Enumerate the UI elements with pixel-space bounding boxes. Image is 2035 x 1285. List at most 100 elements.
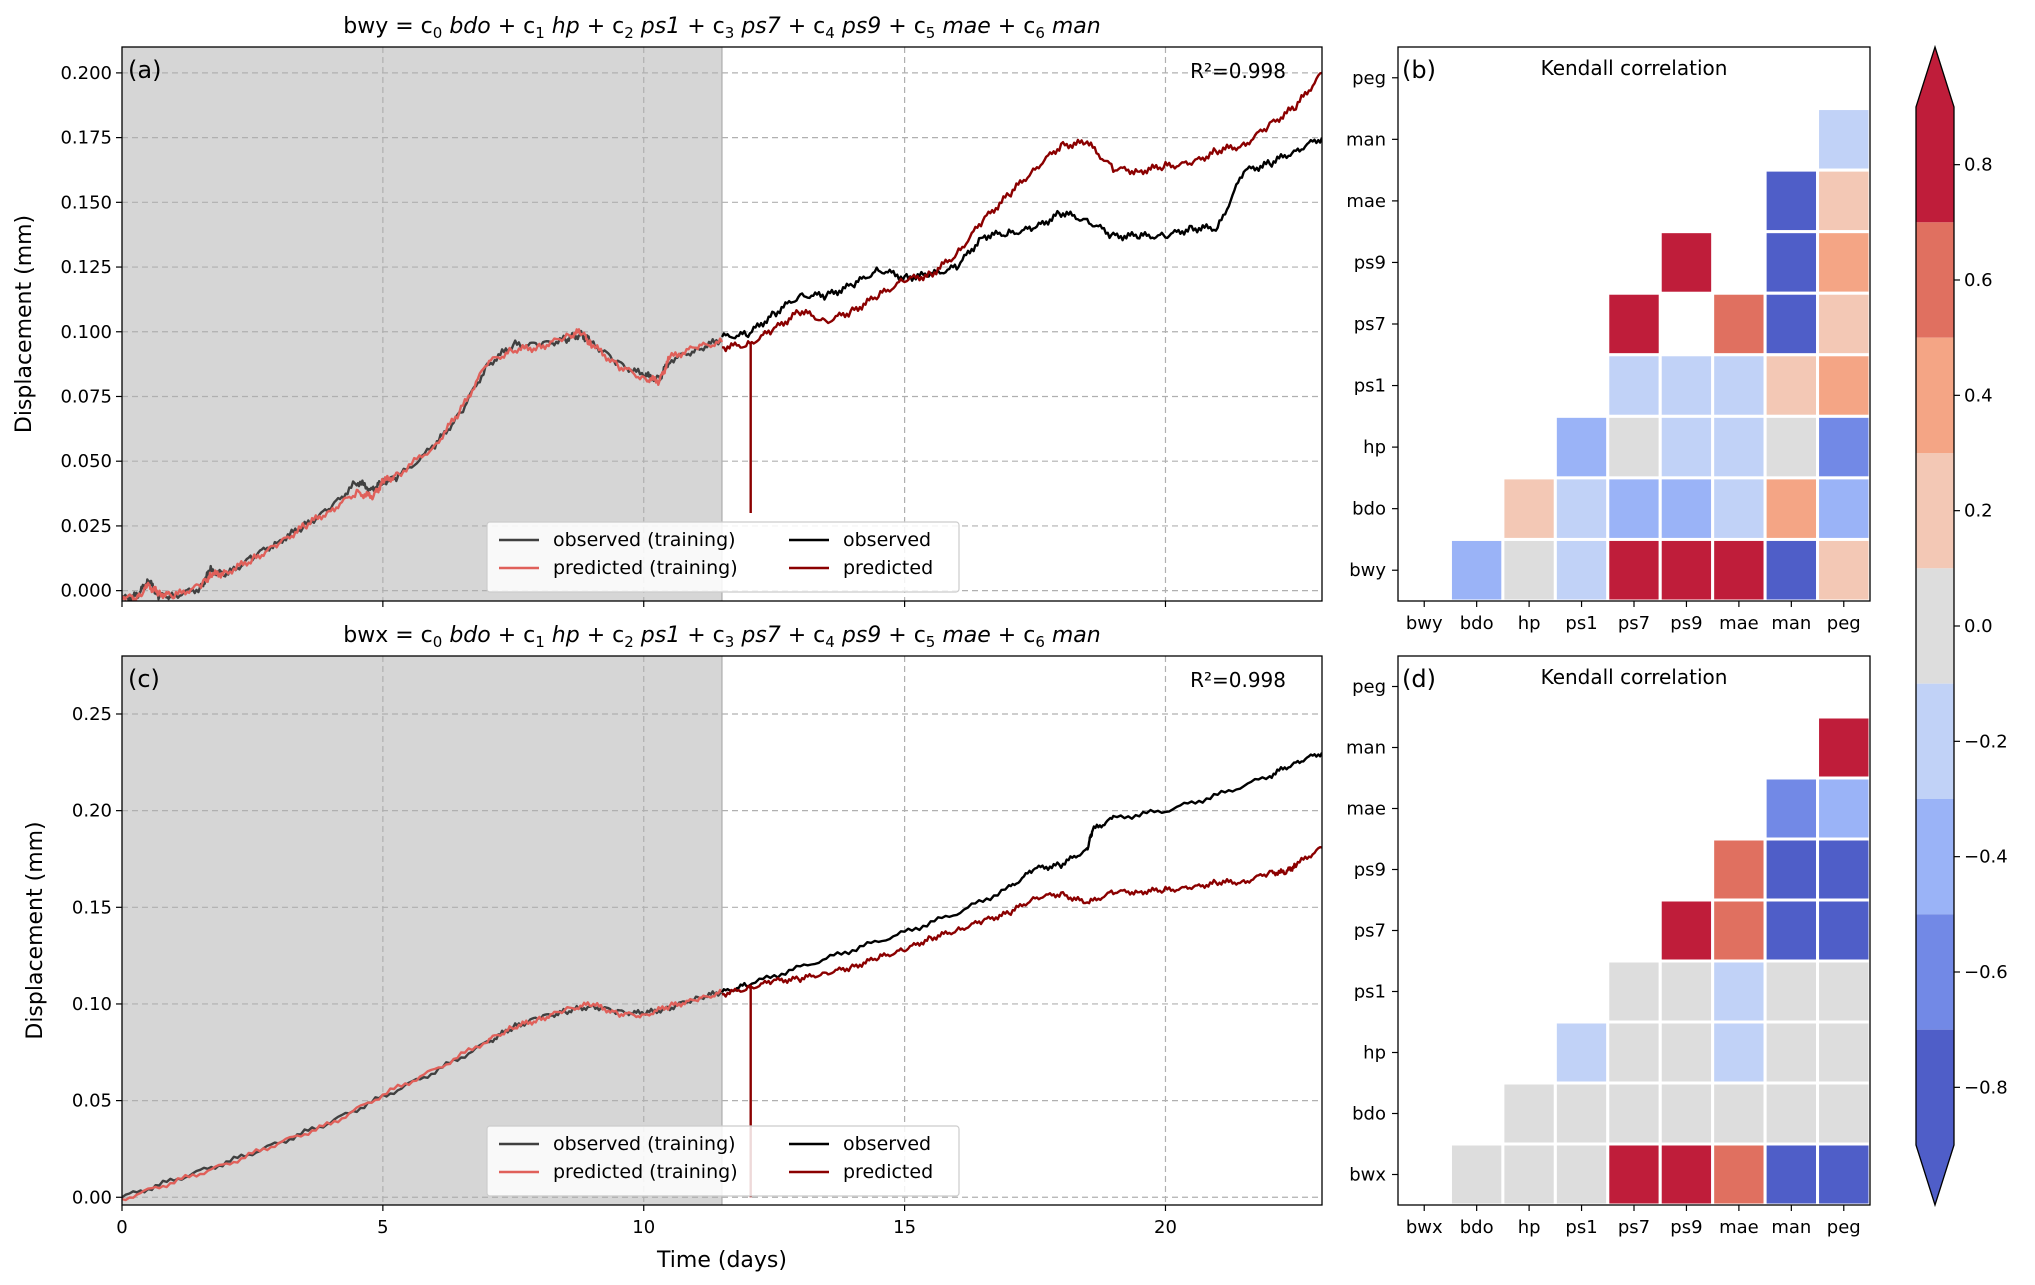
title-coef: c [612, 14, 624, 39]
title-space [935, 623, 942, 648]
y-tick-label: 0.050 [60, 451, 112, 472]
title-symbol: + [991, 623, 1023, 648]
row-label: bdo [1352, 1104, 1386, 1125]
heatmap-cell [1658, 1081, 1715, 1146]
title-symbol: + [680, 623, 712, 648]
col-label: mae [1719, 613, 1759, 634]
row-label: man [1346, 129, 1386, 150]
heatmap-cell [1553, 414, 1610, 480]
heatmap-cell [1763, 776, 1820, 841]
title-sub: 5 [926, 633, 936, 651]
col-label: hp [1518, 1217, 1541, 1238]
title-term: man [1052, 14, 1101, 39]
title-space [634, 623, 641, 648]
title-symbol: + [580, 623, 612, 648]
heatmap-cell [1763, 353, 1820, 418]
title-coef: c [813, 14, 825, 39]
y-tick-label: 0.150 [60, 192, 112, 213]
colorbar-extend-bottom [1916, 1145, 1954, 1205]
heatmap-cell [1658, 537, 1715, 603]
title-space [835, 623, 842, 648]
colorbar-tick-label: 0.4 [1964, 385, 1993, 406]
panel-title: bwy = c0 bdo + c1 hp + c2 ps1 + c3 ps7 +… [343, 14, 1100, 42]
title-coef: c [1023, 623, 1035, 648]
title-term: ps9 [841, 14, 881, 39]
title-space [545, 623, 552, 648]
heatmap-cell [1763, 168, 1820, 234]
heatmap-cell [1816, 959, 1872, 1024]
title-symbol: = [388, 14, 420, 39]
legend-label: observed (training) [553, 1133, 736, 1155]
title-term: ps1 [640, 623, 680, 648]
title-term: ps9 [841, 623, 881, 648]
heatmap-title: Kendall correlation [1541, 665, 1728, 689]
heatmap-cell [1763, 1142, 1820, 1207]
title-sub: 4 [825, 24, 835, 42]
legend-label: observed [843, 1133, 931, 1155]
series-group [122, 71, 1322, 601]
title-symbol: + [491, 623, 523, 648]
panel-label: (c) [128, 665, 160, 693]
colorbar-outline [1915, 44, 1955, 1208]
colorbar-tick-label: 0.2 [1964, 501, 1993, 522]
row-label: peg [1352, 68, 1386, 89]
title-symbol: + [781, 623, 813, 648]
heatmap-cell [1711, 959, 1767, 1024]
colorbar-bin [1916, 568, 1954, 684]
y-tick-label: 0.200 [60, 63, 112, 84]
heatmap-cell [1763, 537, 1820, 603]
y-tick-label: 0.000 [60, 581, 112, 602]
heatmap-cell [1816, 291, 1872, 357]
heatmap-cell [1711, 837, 1767, 902]
colorbar-tick-label: −0.4 [1964, 847, 2008, 868]
col-label: hp [1518, 613, 1541, 634]
heatmap-cell [1763, 837, 1820, 902]
x-axis-label: Time (days) [656, 1248, 787, 1273]
heatmap-cell [1658, 230, 1715, 295]
series-line-observed [720, 137, 1322, 340]
y-tick-label: 0.125 [60, 257, 112, 278]
title-coef: c [813, 623, 825, 648]
heatmap-cell [1816, 1081, 1872, 1146]
title-sub: 5 [926, 24, 936, 42]
col-label: bdo [1460, 613, 1494, 634]
title-sub: 1 [535, 633, 545, 651]
plot-frame [121, 46, 1323, 602]
title-sub: 3 [725, 24, 735, 42]
title-space [835, 14, 842, 39]
heatmap-cell [1816, 476, 1872, 541]
heatmap-cell [1711, 353, 1767, 418]
colorbar-tick-label: 0.8 [1964, 155, 1993, 176]
colorbar-bin [1916, 453, 1954, 569]
row-label: bwx [1349, 1165, 1386, 1186]
title-term: mae [942, 623, 990, 648]
heatmap-cell [1763, 1020, 1820, 1085]
heatmap-cell [1606, 1020, 1662, 1085]
colorbar-tick-label: −0.2 [1964, 731, 2008, 752]
colorbar-tick-label: −0.8 [1964, 1077, 2008, 1098]
heatmap-cell [1816, 1020, 1872, 1085]
heatmap-cell [1763, 230, 1820, 295]
row-label: ps9 [1354, 860, 1386, 881]
title-term: bdo [449, 623, 490, 648]
heatmap-cell [1606, 414, 1662, 480]
title-term: ps7 [740, 623, 780, 648]
r2-annotation: R²=0.998 [1190, 59, 1286, 83]
y-tick-label: 0.25 [72, 704, 112, 725]
row-label: bwy [1349, 560, 1386, 581]
title-space [442, 623, 449, 648]
heatmap-cell [1763, 414, 1820, 480]
series-line-predicted-training- [122, 328, 724, 601]
heatmap-cell [1816, 230, 1872, 295]
heatmap-cell [1711, 1081, 1767, 1146]
col-label: ps9 [1670, 613, 1702, 634]
row-label: ps7 [1354, 921, 1386, 942]
row-label: peg [1352, 677, 1386, 698]
title-term: hp [552, 623, 580, 648]
legend-label: predicted [843, 557, 933, 579]
heatmap-cell [1448, 1142, 1505, 1207]
x-tick-label: 0 [116, 1217, 127, 1238]
title-sub: 0 [433, 24, 443, 42]
y-tick-label: 0.100 [60, 322, 112, 343]
